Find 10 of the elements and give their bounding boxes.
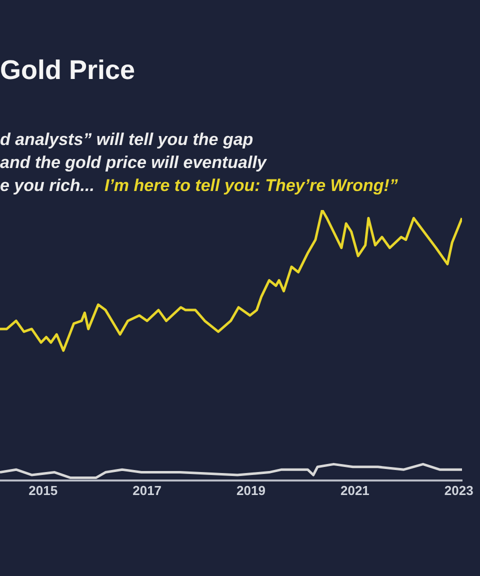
x-tick-label: 2021 — [340, 482, 370, 498]
chart-title: Gold Price — [0, 55, 136, 86]
text: and the gold price will eventually — [0, 152, 268, 174]
text: d analysts” will tell you the gap — [0, 129, 254, 151]
x-tick-label: 2023 — [444, 482, 474, 498]
text: I’m here to tell you: They’re Wrong!” — [104, 176, 398, 195]
text: e you rich... — [0, 176, 94, 195]
x-tick-label: 2019 — [236, 482, 266, 498]
x-tick-label: 2015 — [28, 482, 58, 498]
x-tick-label: 2017 — [132, 482, 162, 498]
